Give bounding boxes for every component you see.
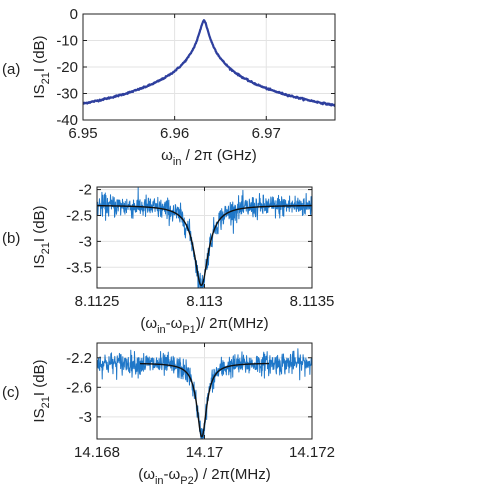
panel-label: (b) bbox=[2, 230, 20, 247]
data-series-line bbox=[97, 348, 312, 439]
x-axis-label: ωin / 2π (GHz) bbox=[161, 147, 257, 168]
y-tick-label: -2.6 bbox=[66, 379, 92, 396]
x-tick-label: 6.96 bbox=[160, 125, 189, 142]
x-tick-label: 8.1125 bbox=[75, 293, 120, 310]
x-tick-label: 8.113 bbox=[186, 293, 222, 310]
panel-a: 6.95 6.96 6.97 0 -10 -20 -30 -40 (a) IS21I (dB) ωi… bbox=[2, 6, 336, 168]
y-tick-label: -30 bbox=[56, 86, 78, 103]
y-tick-label: -3 bbox=[79, 233, 92, 250]
fit-line bbox=[97, 204, 312, 287]
data-series-line bbox=[83, 19, 335, 107]
y-axis-label: IS21I (dB) bbox=[31, 35, 52, 98]
y-tick-label: -3 bbox=[79, 409, 92, 426]
series-group bbox=[97, 187, 312, 288]
x-tick-label: 6.95 bbox=[68, 125, 97, 142]
y-axis-label: IS21I (dB) bbox=[31, 359, 52, 422]
x-tick-label: 14.168 bbox=[74, 444, 120, 461]
panel-label: (c) bbox=[2, 384, 20, 401]
y-tick-label: -10 bbox=[56, 33, 78, 50]
x-axis-label: (ωin-ωP1)/ 2π(MHz) bbox=[140, 315, 268, 336]
y-tick-label: -20 bbox=[56, 59, 78, 76]
x-tick-label: 14.17 bbox=[186, 444, 224, 461]
y-axis-label: IS21I (dB) bbox=[31, 205, 52, 268]
y-tick-label: -2.5 bbox=[66, 207, 92, 224]
y-tick-label: -2.2 bbox=[66, 350, 92, 367]
x-tick-label: 6.97 bbox=[252, 125, 281, 142]
y-tick-label: -2 bbox=[79, 182, 92, 199]
x-tick-label: 8.1135 bbox=[290, 293, 335, 310]
series-group bbox=[97, 348, 312, 439]
panel-c: 14.168 14.17 14.172 -2.2 -2.6 -3 (c) IS21I (dB)… bbox=[2, 342, 335, 487]
panel-b: 8.1125 8.113 8.1135 -2 -2.5 -3 -3.5 (b) IS21I (d… bbox=[2, 182, 334, 336]
y-tick-label: 0 bbox=[70, 6, 78, 23]
series-group bbox=[83, 19, 335, 107]
fit-line bbox=[139, 362, 270, 438]
x-tick-label: 14.172 bbox=[289, 444, 335, 461]
x-axis-label: (ωin-ωP2) / 2π(MHz) bbox=[138, 466, 270, 487]
y-tick-label: -40 bbox=[56, 112, 78, 129]
y-tick-label: -3.5 bbox=[66, 259, 92, 276]
panel-label: (a) bbox=[2, 61, 20, 78]
